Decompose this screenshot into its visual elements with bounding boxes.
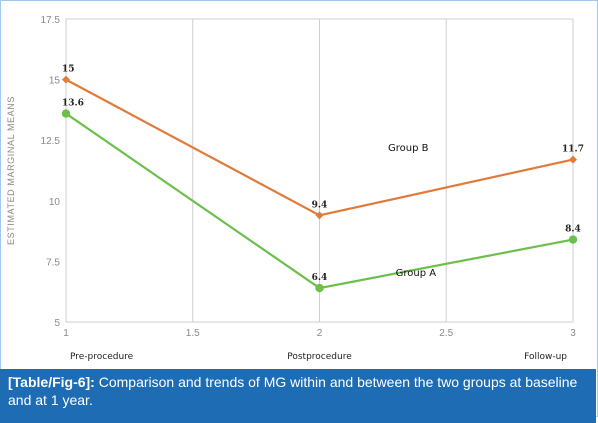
category-labels: Pre-procedure Postprocedure Follow-up	[70, 352, 567, 362]
y-tick-label: 10	[49, 197, 61, 208]
category-label: Postprocedure	[287, 352, 352, 362]
data-point	[568, 235, 578, 244]
x-tick-label: 3	[570, 328, 576, 339]
chart: 5 7.5 10 12.5 15 17.5 1 1.5 2 2.5 3 Pre-procedure…	[6, 15, 584, 362]
data-point	[315, 211, 324, 220]
figure-caption: [Table/Fig-6]: Comparison and trends of …	[0, 369, 596, 423]
grid	[65, 18, 574, 323]
y-axis-label: ESTIMATED MARGINAL MEANS	[6, 96, 16, 245]
data-point	[315, 283, 324, 293]
series-name-label: Group B	[388, 143, 429, 154]
data-point	[62, 75, 70, 84]
data-label: 15	[62, 65, 75, 75]
y-tick-label: 5	[54, 318, 60, 329]
data-label: 8.4	[565, 225, 581, 235]
data-point	[569, 155, 577, 164]
data-label: 6.4	[312, 273, 328, 283]
y-ticks: 5 7.5 10 12.5 15 17.5	[41, 15, 61, 329]
category-label: Follow-up	[524, 352, 567, 362]
series: 15 9.4 11.7 Group B 13.6 6.4 8.4 Group A	[61, 65, 584, 293]
x-tick-label: 1	[63, 328, 69, 339]
y-tick-label: 17.5	[41, 15, 61, 26]
y-tick-label: 15	[49, 76, 61, 87]
x-tick-label: 2.5	[439, 328, 453, 339]
x-tick-label: 2	[317, 328, 323, 339]
x-ticks: 1 1.5 2 2.5 3	[63, 328, 576, 339]
caption-text: Comparison and trends of MG within and b…	[8, 374, 578, 408]
series-name-label: Group A	[396, 268, 437, 279]
data-label: 11.7	[562, 145, 584, 155]
data-label: 13.6	[62, 99, 84, 109]
y-tick-label: 7.5	[46, 257, 60, 268]
data-label: 9.4	[312, 200, 328, 210]
category-label: Pre-procedure	[70, 352, 134, 362]
data-point	[61, 109, 71, 118]
x-tick-label: 1.5	[186, 328, 200, 339]
caption-label: [Table/Fig-6]:	[8, 374, 95, 390]
y-tick-label: 12.5	[41, 136, 61, 147]
